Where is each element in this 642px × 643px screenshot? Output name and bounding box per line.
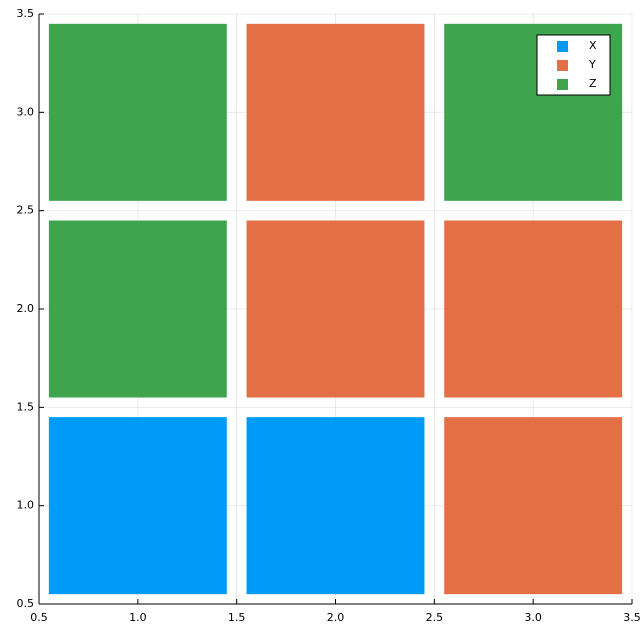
legend-swatch [557, 79, 568, 90]
y-tick-label: 3.0 [17, 105, 35, 118]
y-tick-label: 2.5 [17, 204, 35, 217]
tile [444, 417, 623, 595]
y-tick-label: 3.5 [17, 7, 35, 20]
y-tick-label: 1.5 [17, 400, 35, 413]
legend-label: X [589, 39, 597, 52]
x-tick-label: 2.5 [426, 611, 444, 624]
x-tick-label: 3.5 [623, 611, 641, 624]
legend-label: Z [589, 77, 597, 90]
x-tick-label: 3.0 [524, 611, 542, 624]
tile [48, 23, 227, 201]
legend-swatch [557, 60, 568, 71]
tile [246, 417, 425, 595]
x-tick-label: 0.5 [30, 611, 48, 624]
tile [48, 417, 227, 595]
y-tick-label: 2.0 [17, 302, 35, 315]
legend-label: Y [588, 58, 596, 71]
tile [48, 220, 227, 398]
tile [246, 23, 425, 201]
tile [246, 220, 425, 398]
y-tick-label: 0.5 [17, 597, 35, 610]
x-tick-label: 1.0 [129, 611, 147, 624]
x-tick-label: 2.0 [327, 611, 345, 624]
y-tick-label: 1.0 [17, 499, 35, 512]
legend-box [536, 34, 611, 96]
tile [444, 220, 623, 398]
x-tick-label: 1.5 [228, 611, 246, 624]
legend-swatch [557, 41, 568, 52]
